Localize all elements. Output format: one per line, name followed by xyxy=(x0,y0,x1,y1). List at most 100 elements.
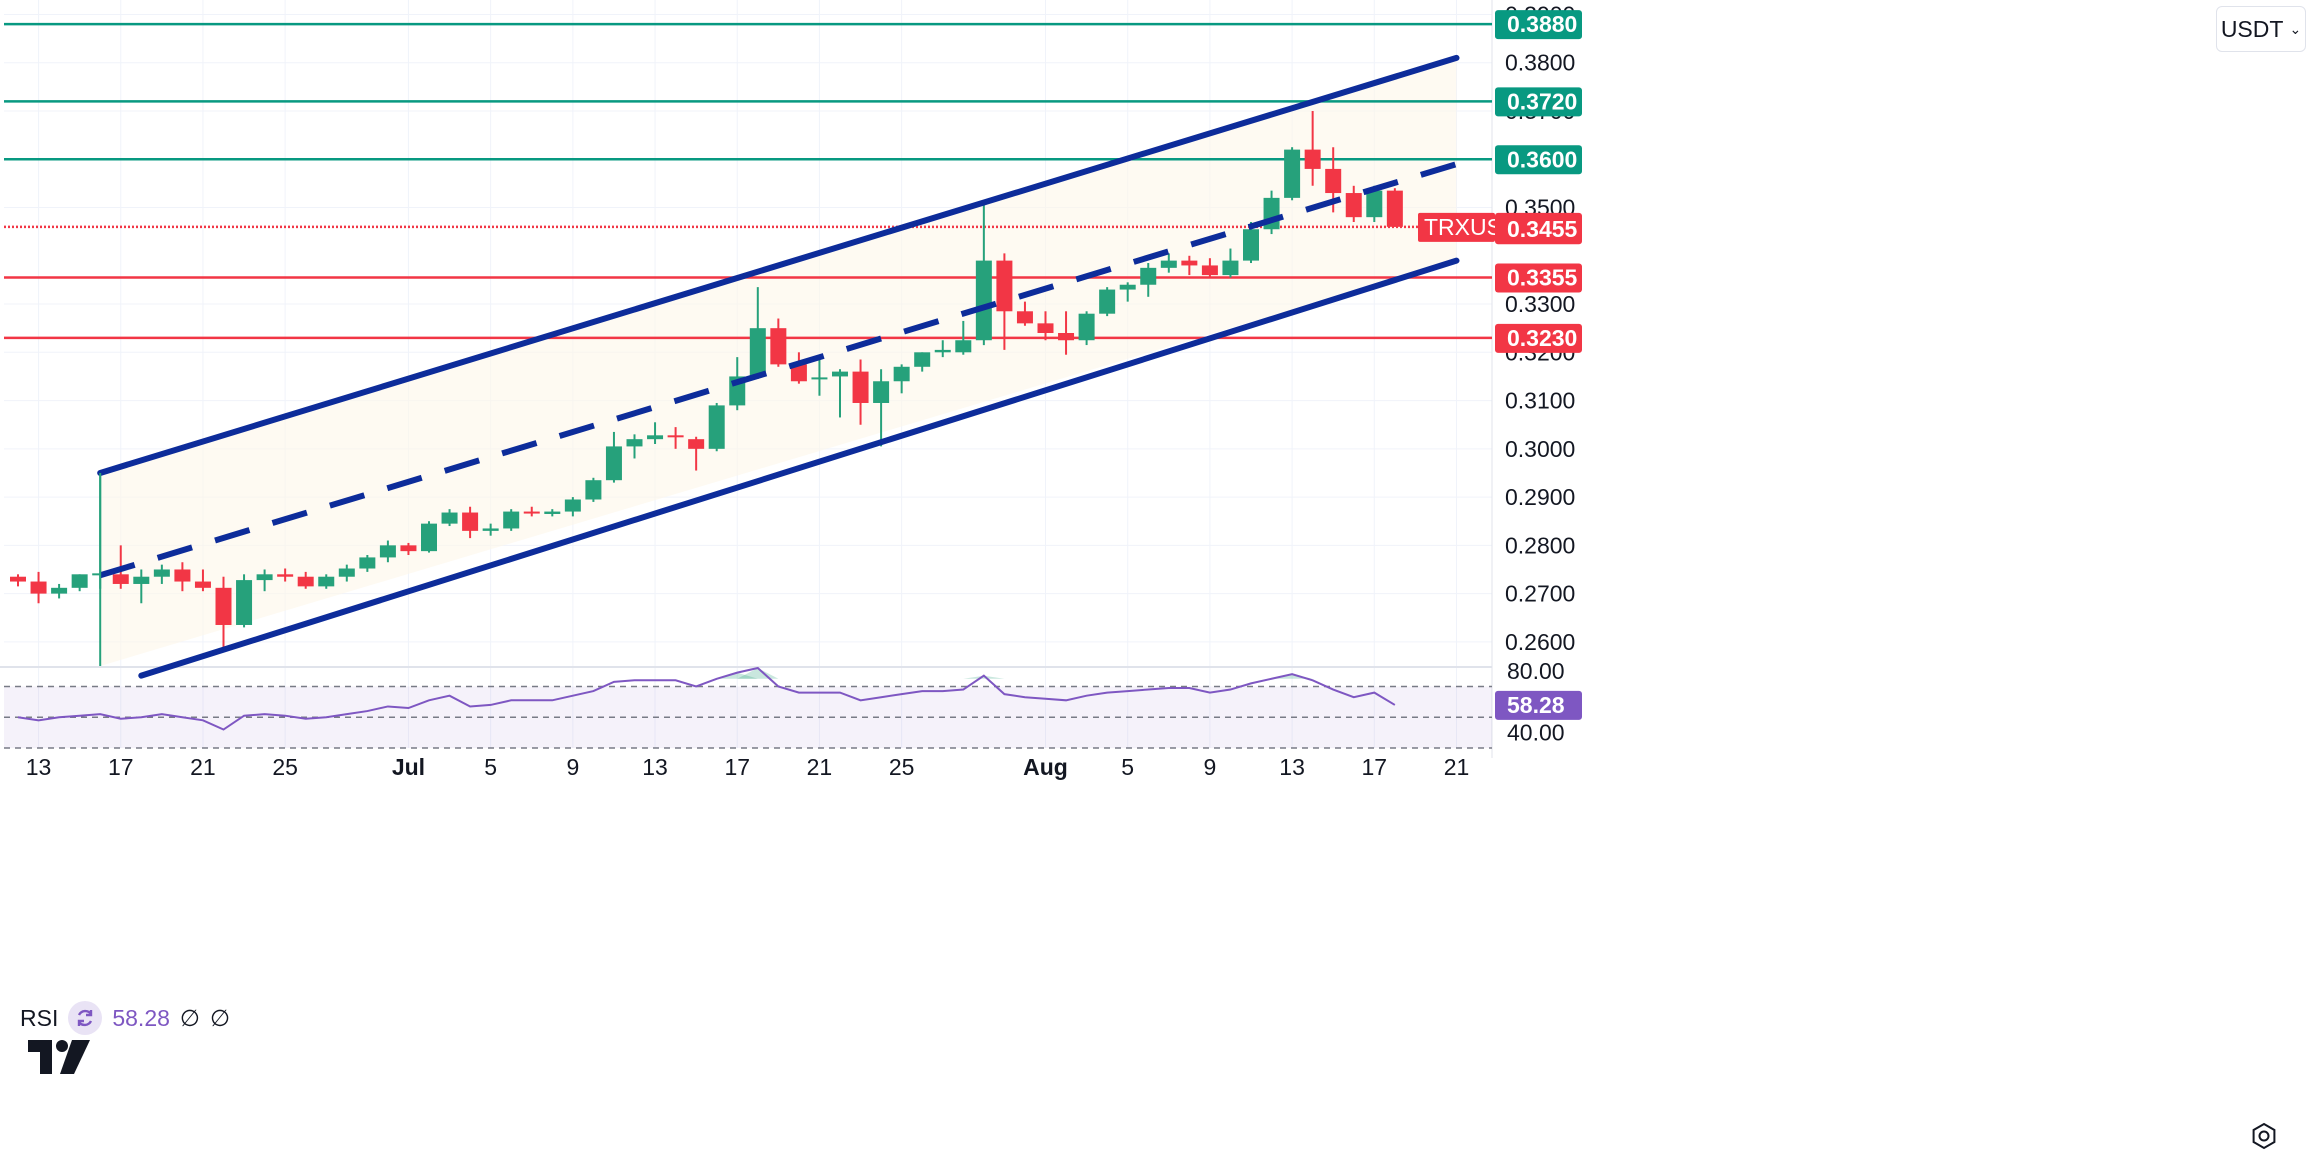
time-axis-label: 17 xyxy=(108,754,134,780)
price-axis-label: 0.3100 xyxy=(1505,388,1575,414)
candle-body xyxy=(1078,313,1095,341)
price-tag-label: 0.3355 xyxy=(1507,265,1578,291)
candle-body xyxy=(338,568,355,577)
rsi-legend: RSI 58.28 ∅ ∅ xyxy=(14,1000,236,1036)
candle-body xyxy=(873,381,890,403)
candle-body xyxy=(400,545,417,552)
time-axis-label: Aug xyxy=(1023,754,1068,780)
candle-body xyxy=(318,576,335,587)
price-tag-bg xyxy=(1495,215,1582,245)
rsi-legend-name[interactable]: RSI xyxy=(20,1004,59,1031)
candle-body xyxy=(1181,260,1198,266)
candle-body xyxy=(893,366,910,382)
candle-body xyxy=(503,511,520,529)
candle-body xyxy=(441,512,458,524)
time-axis-label: 9 xyxy=(1204,754,1217,780)
candle-body xyxy=(790,364,807,382)
price-tag-label: 0.3455 xyxy=(1507,216,1578,242)
candle-body xyxy=(605,446,622,481)
price-tag-bg xyxy=(1495,323,1582,353)
candle-body xyxy=(523,511,540,514)
time-axis-label: 13 xyxy=(26,754,52,780)
price-tag-label: 0.3720 xyxy=(1507,88,1577,114)
rsi-legend-extra-1: ∅ xyxy=(179,1004,200,1031)
time-axis-label: 17 xyxy=(724,754,750,780)
time-axis-label: 13 xyxy=(1279,754,1305,780)
candle-body xyxy=(1119,284,1136,290)
candle-body xyxy=(585,480,602,500)
candle-body xyxy=(297,576,314,587)
price-tag-label: 0.3880 xyxy=(1507,11,1577,37)
candle-body xyxy=(1386,190,1403,227)
candle-body xyxy=(112,574,129,584)
rsi-axis-label: 40.00 xyxy=(1507,720,1565,746)
candle-body xyxy=(1058,333,1075,341)
candle-body xyxy=(71,574,88,588)
candle-body xyxy=(1201,265,1218,276)
refresh-icon[interactable] xyxy=(68,1001,103,1035)
candle-body xyxy=(1243,229,1259,261)
candle-body xyxy=(1325,168,1342,194)
candle-body xyxy=(955,340,972,353)
time-axis-label: 25 xyxy=(272,754,298,780)
rsi-axis-label: 80.00 xyxy=(1507,658,1565,684)
time-axis-label: 21 xyxy=(1444,754,1470,780)
price-tags: 0.38800.37200.36000.3460TRXUSDT0.34550.3… xyxy=(1418,10,1582,720)
candle-body xyxy=(379,545,396,558)
channel-upper-line xyxy=(97,54,1460,476)
candle-body xyxy=(1099,289,1116,314)
candle-body xyxy=(359,557,376,569)
price-axis-label: 0.2600 xyxy=(1505,629,1575,655)
candle-body xyxy=(1345,193,1362,218)
candle-body xyxy=(914,352,931,367)
candle-body xyxy=(564,499,581,512)
currency-selector-label: USDT xyxy=(2220,15,2284,42)
rsi-line xyxy=(17,666,1396,731)
candle-body xyxy=(1160,260,1177,268)
time-axis-label: 25 xyxy=(889,754,915,780)
candle-body xyxy=(462,512,479,531)
candle-body xyxy=(1284,149,1301,198)
time-axis-label: 13 xyxy=(642,754,668,780)
rsi-tag-bg xyxy=(1495,690,1582,720)
tradingview-logo-icon[interactable] xyxy=(28,1040,90,1079)
candle-body xyxy=(194,581,211,588)
time-axis-label: 5 xyxy=(1121,754,1134,780)
price-tag-bg xyxy=(1495,10,1582,40)
candle-body xyxy=(1222,260,1239,276)
time-axis-label: 17 xyxy=(1362,754,1388,780)
candle-body xyxy=(934,349,951,353)
time-axis-label: 21 xyxy=(190,754,216,780)
candle-body xyxy=(174,569,191,582)
gear-icon[interactable] xyxy=(2246,1118,2282,1154)
candles xyxy=(10,111,1403,650)
rsi-tag-label: 58.28 xyxy=(1507,692,1565,718)
symbol-tag-bg xyxy=(1418,212,1495,242)
time-axis-label: 21 xyxy=(807,754,833,780)
candle-body xyxy=(153,569,170,577)
candle-body xyxy=(30,581,47,594)
candle-body xyxy=(277,574,294,577)
time-axis[interactable]: 13 17 21 25 Jul 5 9 13 17 21 25 Aug 5 9 13 17 21 xyxy=(26,754,1470,780)
candle-body xyxy=(811,377,828,380)
price-tag-bg xyxy=(1495,263,1582,293)
time-axis-label: Jul xyxy=(392,754,425,780)
candle-body xyxy=(749,328,766,377)
chevron-down-icon: ⌄ xyxy=(2289,20,2302,37)
candle-body xyxy=(133,576,150,584)
candle-body xyxy=(236,580,253,625)
currency-selector-button[interactable]: USDT ⌄ xyxy=(2216,6,2306,52)
candle-body xyxy=(421,523,437,552)
candle-body xyxy=(1140,267,1157,285)
price-axis-label: 0.3800 xyxy=(1505,50,1575,76)
candle-body xyxy=(688,439,705,449)
rsi-legend-extra-2: ∅ xyxy=(209,1004,230,1031)
time-axis-label: 9 xyxy=(566,754,579,780)
price-axis-label: 0.2700 xyxy=(1505,581,1575,607)
candle-body xyxy=(667,435,684,438)
channel-lower-line xyxy=(138,257,1460,679)
candle-body xyxy=(482,528,499,531)
candle-body xyxy=(852,371,869,403)
price-tag-label: 0.3600 xyxy=(1507,146,1577,172)
